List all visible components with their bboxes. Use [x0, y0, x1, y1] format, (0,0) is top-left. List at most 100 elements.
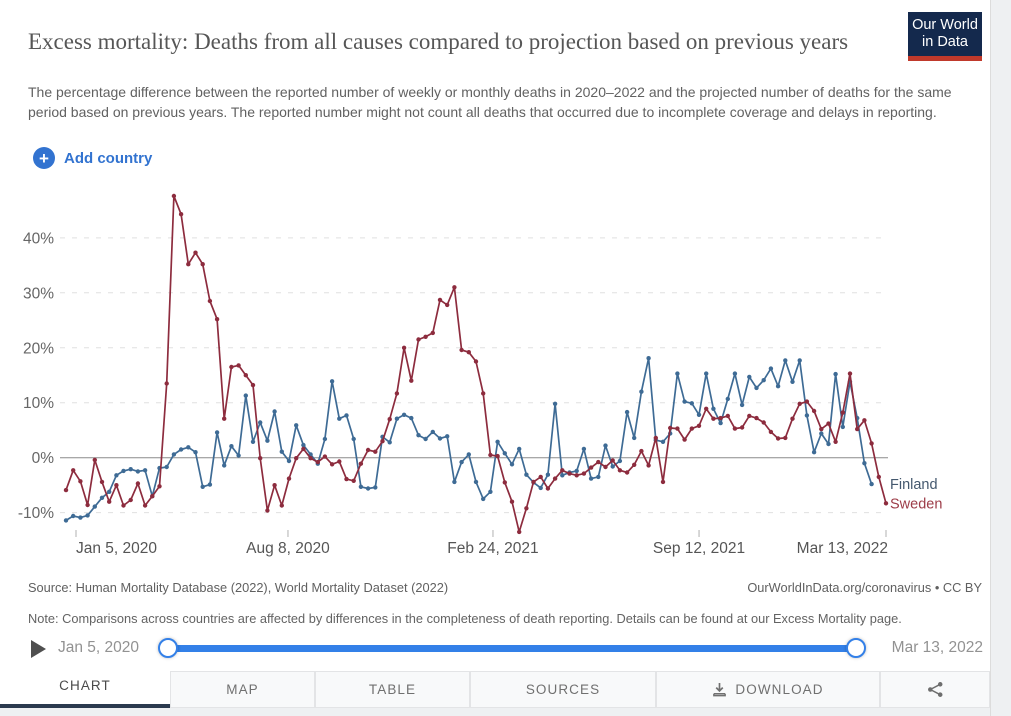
tab-share[interactable] [880, 671, 990, 708]
finland-data-point [193, 450, 198, 455]
sweden-data-point [387, 417, 392, 422]
finland-data-point [63, 518, 69, 523]
x-tick-label: Mar 13, 2022 [797, 540, 888, 557]
finland-data-point [704, 371, 709, 376]
finland-data-point [790, 379, 795, 384]
finland-data-point [337, 416, 342, 421]
slider-handle-start[interactable] [158, 638, 178, 658]
finland-data-point [121, 468, 126, 474]
finland-data-point [797, 358, 802, 363]
sweden-data-point [761, 420, 766, 425]
tab-map[interactable]: MAP [170, 671, 315, 708]
finland-data-point [279, 449, 284, 454]
slider-handle-end[interactable] [846, 638, 866, 658]
sweden-data-point [142, 503, 148, 508]
excess-mortality-line-chart[interactable]: 40% 30% 20% 10% 0% -10% Jan 5, 2020 Aug 8, 2020… [0, 180, 990, 578]
sweden-data-point [869, 441, 874, 446]
sweden-data-point [466, 350, 471, 355]
sweden-data-point [804, 399, 810, 404]
sweden-data-point [107, 499, 112, 504]
finland-data-point [739, 402, 745, 408]
finland-data-point [862, 461, 867, 466]
finland-data-point [200, 484, 205, 489]
tab-sources[interactable]: SOURCES [470, 671, 656, 708]
finland-data-point [416, 433, 421, 438]
sweden-data-point [747, 413, 752, 419]
tab-download[interactable]: DOWNLOAD [656, 671, 880, 708]
finland-data-point [135, 469, 141, 474]
footer-line: Source: Human Mortality Database (2022),… [28, 580, 982, 595]
sweden-data-point [754, 415, 759, 421]
finland-data-point [819, 431, 824, 436]
y-tick-label: 20% [23, 340, 54, 357]
sweden-data-point [92, 457, 98, 463]
finland-data-point [775, 384, 781, 389]
sweden-data-point [646, 463, 651, 468]
sweden-data-point [380, 439, 385, 444]
page-background-bottom [0, 708, 990, 716]
sweden-data-point [560, 468, 565, 473]
y-tick-label: 30% [23, 285, 54, 302]
finland-data-point [373, 485, 378, 490]
finland-data-point [488, 489, 493, 494]
timeline-slider[interactable] [158, 638, 866, 658]
page-subtitle: The percentage difference between the re… [28, 84, 952, 120]
finland-data-point [524, 472, 529, 477]
sweden-data-point [178, 212, 184, 217]
sweden-data-point [660, 479, 666, 485]
sweden-data-point [704, 406, 709, 411]
sweden-data-point [502, 480, 507, 485]
finland-data-point [725, 396, 730, 402]
sweden-data-point [552, 476, 558, 481]
sweden-data-point [71, 468, 76, 473]
sweden-data-point [517, 529, 522, 535]
attribution-text[interactable]: OurWorldInData.org/coronavirus • CC BY [747, 580, 982, 595]
sweden-data-point [574, 473, 579, 478]
sweden-data-point [811, 408, 817, 414]
finland-data-point [826, 441, 831, 447]
finland-data-point [265, 438, 270, 443]
plus-icon: + [33, 147, 55, 169]
tab-table[interactable]: TABLE [315, 671, 470, 708]
sweden-data-point [624, 470, 630, 475]
sweden-data-point [696, 423, 702, 428]
sweden-data-point [689, 426, 694, 431]
tab-chart[interactable]: CHART [0, 667, 170, 708]
sweden-data-point [337, 459, 342, 464]
sweden-data-point [265, 508, 270, 513]
finland-data-point [833, 371, 838, 377]
sweden-data-point [668, 425, 673, 431]
sweden-data-point [481, 391, 486, 396]
finland-data-point [423, 436, 428, 442]
finland-data-point [696, 412, 702, 417]
finland-data-point [250, 439, 256, 444]
sweden-data-point [682, 437, 687, 442]
tab-table-label: TABLE [368, 682, 417, 697]
sweden-data-point [308, 456, 313, 461]
play-button[interactable] [30, 640, 46, 658]
page-background-right [990, 0, 1011, 716]
owid-logo[interactable]: Our World in Data [908, 12, 982, 61]
chart-card: Excess mortality: Deaths from all causes… [0, 12, 990, 708]
sweden-data-point [250, 382, 256, 388]
sweden-data-point [409, 378, 414, 383]
sweden-data-point [524, 506, 529, 511]
sweden-data-point [164, 381, 169, 386]
finland-data-point [107, 489, 112, 494]
finland-data-point [574, 468, 579, 474]
finland-data-point [351, 436, 356, 442]
finland-data-point [502, 451, 507, 456]
finland-data-point [517, 446, 522, 452]
sweden-data-point [243, 373, 248, 378]
sweden-data-point [531, 479, 536, 485]
sweden-data-point [653, 435, 658, 441]
add-country-button[interactable]: + Add country [33, 146, 152, 170]
sweden-data-point [473, 359, 479, 364]
sweden-data-point [207, 298, 213, 304]
y-tick-label: 40% [23, 230, 54, 247]
sweden-data-point [876, 474, 881, 480]
timeline: Jan 5, 2020 Mar 13, 2022 [0, 634, 990, 666]
finland-data-point [401, 412, 407, 417]
finland-data-point [603, 443, 608, 448]
sweden-data-point [538, 474, 543, 480]
